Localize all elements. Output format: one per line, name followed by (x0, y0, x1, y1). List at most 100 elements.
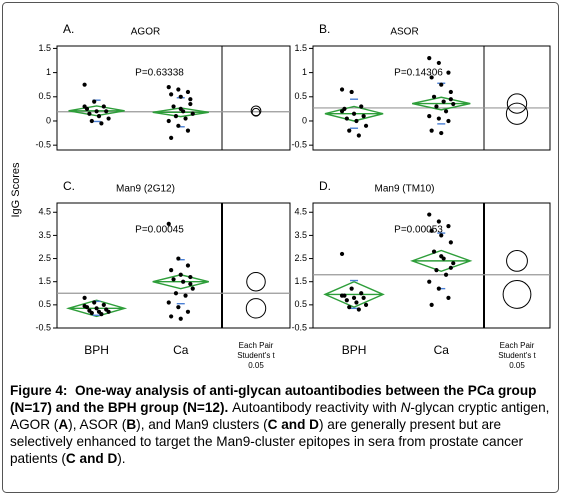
comparison-circle (506, 249, 528, 272)
data-point (354, 118, 359, 124)
data-point (82, 104, 87, 109)
caption-run: -glycan cryptic antigen, AGOR ( (10, 400, 553, 432)
y-tick-label: 0 (46, 115, 51, 125)
data-point (171, 277, 176, 282)
y-axis-label: IgG Scores (10, 162, 22, 218)
data-point (443, 272, 449, 277)
data-point (446, 224, 451, 229)
data-point (188, 97, 193, 102)
data-point (451, 101, 456, 107)
data-point (446, 295, 451, 301)
data-point (178, 316, 183, 321)
panel-label: B. (319, 22, 330, 36)
data-point (89, 118, 94, 124)
data-point (436, 60, 441, 66)
data-point (427, 279, 432, 284)
data-point (434, 104, 439, 109)
data-point (356, 307, 361, 312)
data-point (92, 300, 97, 305)
mean-diamond (412, 96, 471, 111)
y-tick-label: 1.5 (38, 276, 51, 286)
data-point (169, 135, 174, 141)
data-point (185, 263, 191, 268)
mean-diamond (410, 249, 473, 273)
y-tick-label: 0.5 (294, 299, 307, 309)
data-point (185, 89, 191, 95)
data-point (92, 99, 97, 104)
data-point (185, 128, 191, 133)
data-point (363, 302, 369, 307)
data-point (359, 291, 364, 296)
data-point (439, 130, 444, 136)
panel-title: ASOR (390, 27, 418, 38)
caption-run: C and D (65, 451, 118, 466)
data-point (169, 314, 174, 319)
data-point (188, 274, 193, 280)
data-point (436, 286, 441, 291)
x-category-label: BPH (84, 343, 109, 357)
data-point (178, 94, 183, 99)
data-point (183, 116, 188, 121)
y-tick-label: -0.5 (35, 322, 51, 332)
y-tick-label: 2.5 (38, 253, 51, 263)
data-point (87, 111, 92, 116)
data-point (434, 268, 439, 273)
y-tick-label: 3.5 (294, 230, 307, 240)
caption: Figure 4: One-way analysis of anti-glyca… (10, 382, 555, 467)
data-point (101, 104, 106, 109)
data-point (448, 240, 453, 245)
data-point (451, 261, 456, 266)
data-point (173, 114, 179, 119)
mean-diamond (323, 280, 385, 308)
data-point (448, 265, 453, 270)
data-point (339, 293, 345, 298)
data-point (185, 309, 191, 314)
data-point (99, 312, 104, 317)
data-point (188, 101, 193, 107)
data-point (176, 305, 181, 310)
mean-diamond (152, 274, 209, 290)
data-point (439, 82, 444, 87)
figure-border (2, 2, 559, 493)
y-tick-label: 1.5 (294, 43, 307, 53)
data-point (181, 279, 186, 284)
data-point (441, 99, 446, 104)
y-tick-label: -0.5 (291, 322, 307, 332)
data-point (429, 128, 434, 133)
y-tick-label: 1 (46, 67, 51, 77)
data-point (436, 116, 441, 121)
y-tick-label: 0.5 (38, 299, 51, 309)
data-point (339, 87, 345, 92)
comparison-label: Student's t (237, 351, 275, 360)
data-point (448, 97, 453, 102)
data-point (173, 291, 179, 296)
caption-run: ) are generally present but are selectiv… (10, 417, 527, 466)
data-point (190, 111, 195, 116)
y-tick-label: 0 (302, 115, 307, 125)
comparison-label: Each Pair (239, 341, 274, 350)
y-tick-label: 0.5 (38, 91, 51, 101)
data-point (429, 228, 434, 233)
y-tick-label: 3.5 (38, 230, 51, 240)
data-point (94, 306, 99, 311)
comparison-circle (246, 271, 266, 292)
data-point (361, 295, 366, 301)
caption-run: ), and Man9 clusters ( (136, 417, 268, 432)
comparison-circle (506, 93, 528, 114)
y-tick-label: 4.5 (294, 207, 307, 217)
data-point (166, 221, 171, 226)
y-tick-label: 4.5 (38, 207, 51, 217)
p-value: P=0.14306 (394, 68, 443, 79)
data-point (178, 272, 183, 277)
data-point (339, 251, 345, 257)
data-point (439, 233, 444, 238)
data-point (176, 87, 181, 92)
panel-label: D. (319, 179, 331, 193)
data-point (101, 302, 106, 307)
comparison-label: Each Pair (500, 341, 535, 350)
data-point (94, 109, 99, 114)
data-point (443, 109, 449, 114)
data-point (448, 89, 453, 95)
